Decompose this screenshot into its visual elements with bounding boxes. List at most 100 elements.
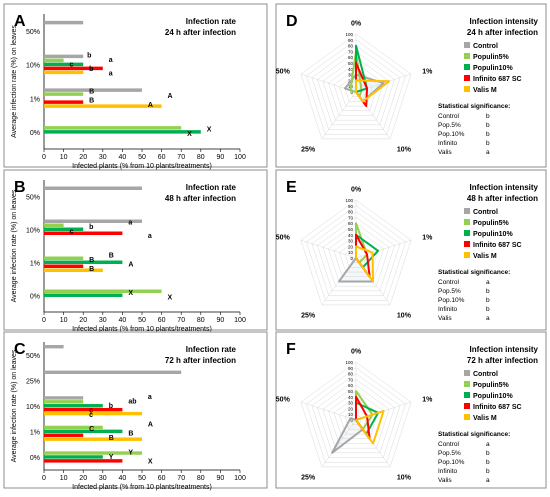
legend-label: Populin10% xyxy=(473,65,513,72)
significance-group: a xyxy=(486,441,490,448)
legend-swatch xyxy=(464,86,470,92)
y-tick-label: 25% xyxy=(26,378,40,385)
x-tick-label: 10 xyxy=(60,475,68,482)
y-tick-label: 50% xyxy=(26,29,40,36)
x-tick-label: 0 xyxy=(42,317,46,324)
bar-infinito-687-sc xyxy=(44,100,84,104)
significance-letter: c xyxy=(89,412,93,419)
significance-letter: B xyxy=(128,431,133,438)
bar-control xyxy=(44,88,142,92)
x-tick-label: 10 xyxy=(60,154,68,161)
radar-grid-ring xyxy=(311,211,401,296)
panel-letter: D xyxy=(286,13,298,30)
bar-valis-m xyxy=(44,268,103,272)
panel-d: D Infection intensity 24 h after infection… xyxy=(275,3,547,168)
radar-grid-ring xyxy=(328,62,384,116)
radar-axis-label: 1% xyxy=(422,68,433,75)
radar-grid-ring xyxy=(350,251,362,263)
x-tick-label: 40 xyxy=(119,475,127,482)
radar-grid-ring xyxy=(311,45,401,130)
radar-axis-label: 25% xyxy=(301,146,316,153)
radar-grid-ring xyxy=(317,217,395,292)
legend-swatch xyxy=(464,53,470,59)
significance-letter: A xyxy=(128,262,133,269)
significance-label: Pop.10% xyxy=(438,297,465,304)
y-tick-label: 10% xyxy=(26,63,40,70)
x-tick-label: 100 xyxy=(234,317,246,324)
bar-infinito-687-sc xyxy=(44,433,84,437)
legend-swatch xyxy=(464,392,470,398)
significance-letter: B xyxy=(109,253,114,260)
radar-axis-label: 1% xyxy=(422,234,433,241)
significance-group: b xyxy=(486,459,490,466)
radar-axis-label: 25% xyxy=(301,474,316,481)
legend-label: Populin5% xyxy=(473,54,510,61)
significance-label: Pop.5% xyxy=(438,450,461,457)
radial-tick-label: 90 xyxy=(348,204,354,209)
bar-populin10- xyxy=(44,293,123,297)
chart-title: Infection rate xyxy=(186,183,237,192)
radar-series-valis-m xyxy=(355,410,385,445)
radar-series-valis-m xyxy=(355,79,391,103)
panel-f: F Infection intensity 72 h after infection… xyxy=(275,331,547,489)
radial-tick-label: 80 xyxy=(348,372,354,377)
significance-letter: A xyxy=(168,93,173,100)
chart-subtitle: 72 h after infection xyxy=(467,356,538,365)
radar-grid-ring xyxy=(300,361,412,468)
significance-letter: B xyxy=(89,97,94,104)
chart-subtitle: 24 h after infection xyxy=(467,28,538,37)
radial-tick-label: 70 xyxy=(348,377,354,382)
significance-letter: X xyxy=(148,458,153,465)
radial-tick-label: 10 xyxy=(348,250,354,255)
radial-tick-label: 60 xyxy=(348,383,354,388)
significance-label: Control xyxy=(438,441,460,448)
x-axis-label: Infected plants (% from 10 plants/treatm… xyxy=(72,163,212,170)
panel-frame xyxy=(3,169,268,331)
radial-tick-label: 90 xyxy=(348,38,354,43)
significance-title: Statistical significance: xyxy=(438,103,510,110)
radial-tick-label: 60 xyxy=(348,221,354,226)
x-tick-label: 40 xyxy=(119,317,127,324)
panel-frame xyxy=(275,331,547,489)
y-tick-label: 10% xyxy=(26,228,40,235)
x-tick-label: 90 xyxy=(217,317,225,324)
chart-title: Infection intensity xyxy=(470,345,539,354)
radial-tick-label: 70 xyxy=(348,215,354,220)
legend-swatch xyxy=(464,241,470,247)
radial-tick-label: 30 xyxy=(348,239,354,244)
bar-control xyxy=(44,186,142,190)
bar-infinito-687-sc xyxy=(44,66,103,71)
bar-populin5- xyxy=(44,400,84,404)
panel-letter: E xyxy=(286,179,297,196)
radial-tick-label: 20 xyxy=(348,244,354,249)
x-tick-label: 90 xyxy=(217,154,225,161)
bar-valis-m xyxy=(44,70,84,75)
significance-letter: B xyxy=(109,435,114,442)
legend-swatch xyxy=(464,230,470,236)
panel-a: A Infection rate 24 h after infection Avera… xyxy=(3,3,268,170)
bar-populin5- xyxy=(44,58,64,63)
radial-tick-label: 0 xyxy=(350,418,353,423)
significance-group: a xyxy=(486,315,490,322)
radar-grid-ring xyxy=(317,379,395,454)
x-tick-label: 50 xyxy=(138,154,146,161)
bar-populin5- xyxy=(44,92,84,96)
x-tick-label: 100 xyxy=(234,475,246,482)
x-tick-label: 70 xyxy=(177,154,185,161)
significance-group: a xyxy=(486,477,490,484)
radial-tick-label: 80 xyxy=(348,44,354,49)
bar-infinito-687-sc xyxy=(44,264,84,268)
chart-subtitle: 48 h after infection xyxy=(467,194,538,203)
radial-tick-label: 60 xyxy=(348,55,354,60)
legend-label: Infinito 687 SC xyxy=(473,242,522,249)
significance-group: b xyxy=(486,131,490,138)
significance-group: b xyxy=(486,140,490,147)
y-tick-label: 10% xyxy=(26,404,40,411)
x-axis-label: Infected plants (% from 10 plants/treatm… xyxy=(72,484,212,491)
x-tick-label: 20 xyxy=(79,154,87,161)
bar-populin10- xyxy=(44,404,103,408)
radar-grid-ring xyxy=(333,68,379,112)
y-tick-label: 0% xyxy=(30,130,40,137)
